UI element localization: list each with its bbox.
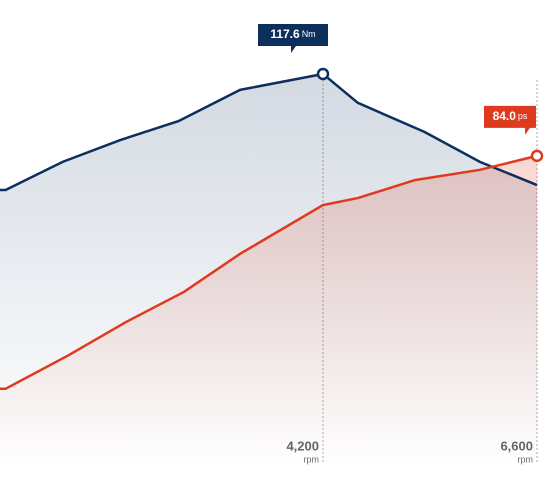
line xyxy=(0,72,538,192)
callout-value: 84.0 xyxy=(493,109,517,123)
callout-box xyxy=(484,105,536,135)
peak-marker xyxy=(316,67,330,81)
callout-unit: ps xyxy=(518,111,528,121)
line xyxy=(0,154,538,391)
callout-value: 117.6 xyxy=(270,27,300,41)
area xyxy=(0,155,537,464)
callout-text: 117.6 Nm xyxy=(270,27,315,41)
peak-marker xyxy=(530,149,544,163)
callout-unit: Nm xyxy=(302,29,316,39)
callout-text: 84.0 ps xyxy=(493,109,528,123)
callout-box xyxy=(258,23,328,53)
